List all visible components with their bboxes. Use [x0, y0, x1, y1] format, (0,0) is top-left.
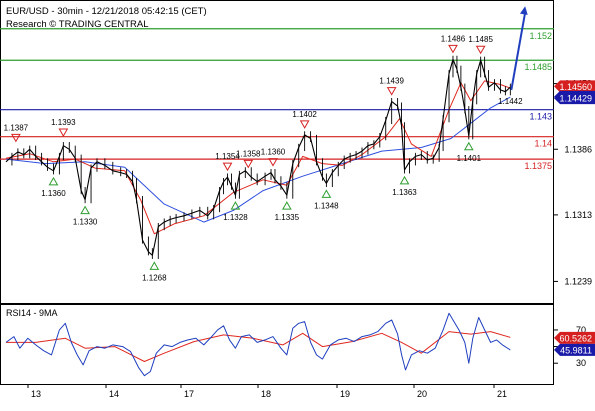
resistance-marker	[448, 44, 458, 54]
marker-label: 1.1335	[275, 213, 300, 222]
rsi-panel	[0, 304, 554, 385]
marker-label: 1.1402	[292, 110, 317, 119]
date-label: 14	[109, 389, 119, 399]
date-label: 13	[31, 389, 41, 399]
support-marker	[463, 141, 474, 151]
resistance-marker	[58, 128, 69, 137]
marker-label: 1.1330	[73, 218, 98, 227]
support-marker	[321, 189, 332, 198]
price-axis-panel	[554, 0, 595, 384]
forecast-arrow-head	[519, 6, 528, 15]
marker-label: 1.1442	[498, 97, 523, 106]
level-label: 1.1375	[524, 161, 552, 171]
price-tag-label: 1.14560	[559, 82, 592, 92]
research-credit: Research © TRADING CENTRAL	[6, 19, 149, 30]
date-label: 20	[417, 389, 427, 399]
marker-label: 1.1354	[215, 152, 240, 161]
support-marker	[80, 205, 90, 215]
support-marker	[399, 175, 410, 185]
level-label: 1.14	[534, 139, 552, 149]
rsi-line	[5, 312, 511, 377]
rsi-tag-bg	[554, 331, 595, 344]
resistance-marker	[222, 162, 233, 172]
marker-label: 1.1360	[261, 148, 286, 157]
resistance-marker	[11, 133, 21, 143]
resistance-marker	[268, 158, 278, 167]
rsi-tag-bg	[554, 343, 595, 356]
marker-label: 1.1393	[51, 118, 76, 127]
marker-label: 1.1348	[314, 201, 339, 210]
rsi-title: RSI14 - 9MA	[6, 308, 58, 318]
chart-title: EUR/USD - 30min - 12/21/2018 05:42:15 (C…	[6, 6, 207, 17]
marker-label: 1.1268	[142, 273, 167, 282]
date-label: 17	[184, 389, 194, 399]
support-marker	[149, 261, 160, 270]
price-tag-bg	[554, 92, 595, 105]
date-label: 21	[497, 389, 507, 399]
level-label: 1.143	[529, 112, 552, 122]
price-panel	[0, 0, 554, 304]
resistance-marker	[243, 159, 254, 169]
marker-label: 1.1363	[392, 188, 417, 197]
support-marker	[281, 201, 292, 210]
date-label: 19	[340, 389, 350, 399]
marker-label: 1.1485	[468, 35, 493, 44]
price-line	[5, 58, 511, 256]
price-tag-bg	[554, 80, 595, 93]
marker-label: 1.1387	[4, 123, 29, 132]
marker-label: 1.1360	[41, 189, 66, 198]
marker-label: 1.1486	[441, 34, 466, 43]
date-label: 18	[261, 389, 271, 399]
rsi-axis-label: 30	[576, 358, 586, 368]
price-axis-label: 1.1313	[564, 210, 592, 220]
rsi-tag-label: 45.9811	[560, 345, 592, 355]
support-marker	[48, 176, 59, 186]
resistance-marker	[475, 45, 486, 55]
level-label: 1.1485	[524, 62, 552, 72]
marker-label: 1.1439	[379, 77, 404, 86]
marker-label: 1.1328	[223, 213, 248, 222]
marker-label: 1.1358	[236, 149, 261, 158]
resistance-marker	[386, 87, 397, 96]
price-axis-label: 1.1386	[564, 144, 592, 154]
price-axis-label: 1.1239	[564, 276, 592, 286]
support-marker	[230, 201, 241, 210]
rsi-tag-label: 60.5262	[559, 333, 592, 343]
resistance-marker	[299, 120, 310, 129]
forecast-arrow-shaft	[510, 12, 527, 91]
level-label: 1.152	[529, 31, 552, 41]
price-tag-label: 1.14429	[559, 94, 592, 104]
marker-label: 1.1401	[457, 154, 482, 163]
rsi-axis-label: 70	[576, 325, 586, 335]
